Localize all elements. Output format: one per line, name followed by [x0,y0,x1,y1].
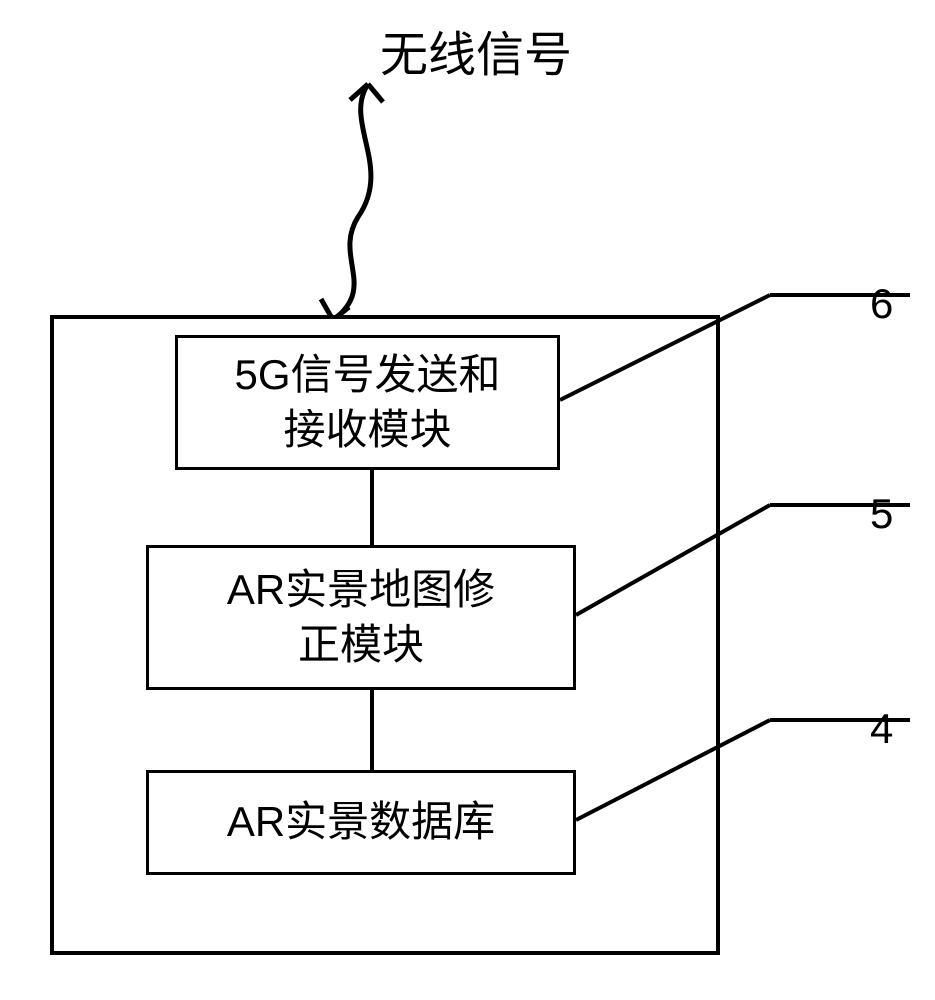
wavy-path [333,84,371,320]
wireless-signal-label: 无线信号 [380,15,572,85]
module-5g-line2: 接收模块 [234,403,500,458]
wavy-arrow-icon [283,72,403,332]
module-ar-db-line1: AR实景数据库 [227,795,495,850]
connector-map-to-db [370,690,374,770]
module-5g-signal: 5G信号发送和 接收模块 [175,335,560,470]
module-ar-map-correction: AR实景地图修 正模块 [146,545,576,690]
reference-number-6: 6 [870,280,893,328]
module-ar-database: AR实景数据库 [146,770,576,875]
reference-number-5: 5 [870,490,893,538]
connector-5g-to-map [370,470,374,545]
module-ar-map-line2: 正模块 [227,618,495,673]
module-ar-map-line1: AR实景地图修 [227,563,495,618]
reference-number-4: 4 [870,705,893,753]
arrow-head-top [350,84,383,102]
module-5g-line1: 5G信号发送和 [234,348,500,403]
